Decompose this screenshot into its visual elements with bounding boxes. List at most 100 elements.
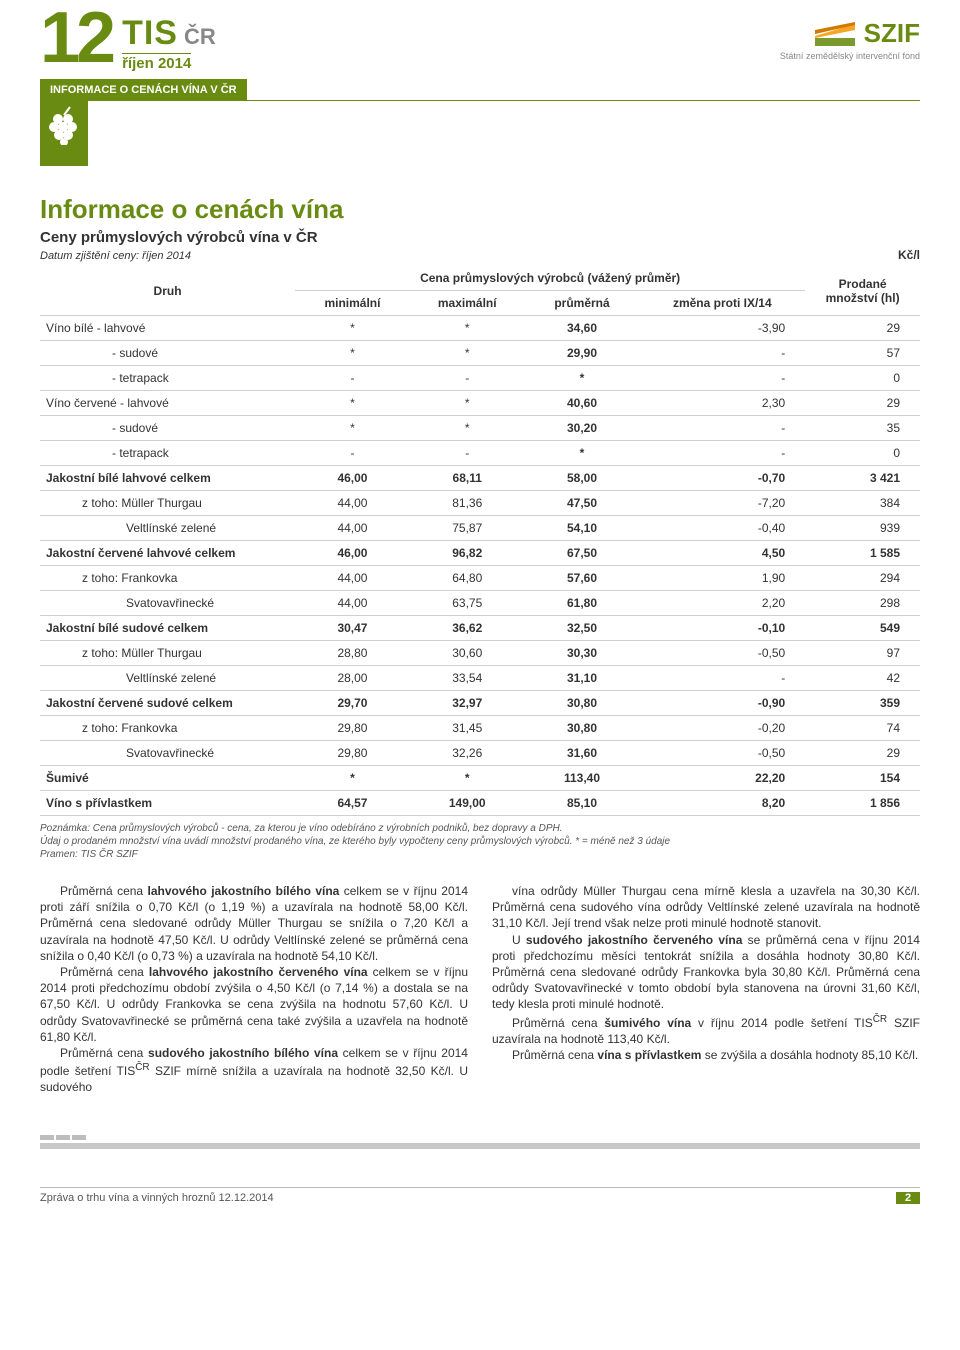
row-label: - tetrapack [40, 366, 295, 391]
cell: 28,00 [295, 666, 410, 691]
table-row: - sudové**29,90-57 [40, 341, 920, 366]
cell: -0,50 [639, 741, 805, 766]
footer-ticks [40, 1135, 920, 1140]
cell: 298 [805, 591, 920, 616]
footnote-line: Poznámka: Cena průmyslových výrobců - ce… [40, 822, 920, 835]
column-right: vína odrůdy Müller Thurgau cena mírně kl… [492, 883, 920, 1095]
table-row: Jakostní červené sudové celkem29,7032,97… [40, 691, 920, 716]
cell: - [639, 366, 805, 391]
cell: 32,26 [410, 741, 525, 766]
cell: 2,30 [639, 391, 805, 416]
cell: -0,20 [639, 716, 805, 741]
cell: 154 [805, 766, 920, 791]
cell: - [410, 441, 525, 466]
section-bar: INFORMACE O CENÁCH VÍNA V ČR [40, 79, 920, 101]
th-change: změna proti IX/14 [639, 291, 805, 316]
paragraph: Průměrná cena sudového jakostního bílého… [40, 1045, 468, 1096]
cell: 149,00 [410, 791, 525, 816]
cell: 46,00 [295, 541, 410, 566]
cell: 58,00 [525, 466, 640, 491]
cell: * [410, 341, 525, 366]
cell: 75,87 [410, 516, 525, 541]
cell: - [639, 341, 805, 366]
cell: 30,60 [410, 641, 525, 666]
cell: 30,47 [295, 616, 410, 641]
cell: 64,80 [410, 566, 525, 591]
paragraph: Průměrná cena šumivého vína v říjnu 2014… [492, 1013, 920, 1047]
cell: 32,50 [525, 616, 640, 641]
cell: 97 [805, 641, 920, 666]
cell: - [295, 366, 410, 391]
cell: 57 [805, 341, 920, 366]
column-left: Průměrná cena lahvového jakostního bíléh… [40, 883, 468, 1095]
table-row: Svatovavřinecké29,8032,2631,60-0,5029 [40, 741, 920, 766]
row-label: Svatovavřinecké [40, 591, 295, 616]
szif-logo-icon [815, 22, 855, 46]
cell: -7,20 [639, 491, 805, 516]
footnote-line: Údaj o prodaném množství vína uvádí množ… [40, 835, 920, 848]
th-avg: průměrná [525, 291, 640, 316]
cell: 33,54 [410, 666, 525, 691]
row-label: Jakostní červené sudové celkem [40, 691, 295, 716]
table-row: Víno s přívlastkem64,57149,0085,108,201 … [40, 791, 920, 816]
section-tab: INFORMACE O CENÁCH VÍNA V ČR [40, 79, 247, 101]
cell: 74 [805, 716, 920, 741]
row-label: - tetrapack [40, 441, 295, 466]
table-footnote: Poznámka: Cena průmyslových výrobců - ce… [40, 822, 920, 861]
cell: * [525, 366, 640, 391]
cell: 30,30 [525, 641, 640, 666]
body-columns: Průměrná cena lahvového jakostního bíléh… [40, 883, 920, 1095]
table-row: Víno bílé - lahvové**34,60-3,9029 [40, 316, 920, 341]
th-qty: Prodané množství (hl) [805, 266, 920, 316]
meta-row: Datum zjištění ceny: říjen 2014 Kč/l [40, 248, 920, 262]
cell: 29,70 [295, 691, 410, 716]
szif-subtitle: Státní zemědělský intervenční fond [780, 51, 920, 61]
cell: 28,80 [295, 641, 410, 666]
cell: 64,57 [295, 791, 410, 816]
cell: 57,60 [525, 566, 640, 591]
row-label: Jakostní bílé sudové celkem [40, 616, 295, 641]
cell: 54,10 [525, 516, 640, 541]
row-label: z toho: Müller Thurgau [40, 641, 295, 666]
cell: 22,20 [639, 766, 805, 791]
cell: 96,82 [410, 541, 525, 566]
footnote-line: Pramen: TIS ČR SZIF [40, 848, 920, 861]
row-label: z toho: Frankovka [40, 566, 295, 591]
row-label: z toho: Frankovka [40, 716, 295, 741]
cell: * [410, 766, 525, 791]
footer-text: Zpráva o trhu vína a vinných hroznů 12.1… [40, 1192, 274, 1204]
table-row: z toho: Frankovka44,0064,8057,601,90294 [40, 566, 920, 591]
table-row: Jakostní bílé sudové celkem30,4736,6232,… [40, 616, 920, 641]
cell: - [410, 366, 525, 391]
cell: 67,50 [525, 541, 640, 566]
cell: -3,90 [639, 316, 805, 341]
cell: 68,11 [410, 466, 525, 491]
table-body: Víno bílé - lahvové**34,60-3,9029- sudov… [40, 316, 920, 816]
cell: 81,36 [410, 491, 525, 516]
cell: 939 [805, 516, 920, 541]
cell: 46,00 [295, 466, 410, 491]
cell: 8,20 [639, 791, 805, 816]
cell: * [295, 316, 410, 341]
row-label: Veltlínské zelené [40, 666, 295, 691]
cell: * [410, 416, 525, 441]
brand-block: TIS ČR říjen 2014 [122, 14, 216, 73]
cell: 359 [805, 691, 920, 716]
row-label: Šumivé [40, 766, 295, 791]
cell: 61,80 [525, 591, 640, 616]
footer: Zpráva o trhu vína a vinných hroznů 12.1… [40, 1187, 920, 1204]
cell: 35 [805, 416, 920, 441]
cell: - [639, 416, 805, 441]
cell: 1 856 [805, 791, 920, 816]
row-label: - sudové [40, 341, 295, 366]
table-row: z toho: Müller Thurgau28,8030,6030,30-0,… [40, 641, 920, 666]
row-label: Jakostní bílé lahvové celkem [40, 466, 295, 491]
table-row: Víno červené - lahvové**40,602,3029 [40, 391, 920, 416]
cell: * [410, 391, 525, 416]
cell: 44,00 [295, 491, 410, 516]
th-min: minimální [295, 291, 410, 316]
row-label: Jakostní červené lahvové celkem [40, 541, 295, 566]
cell: 29 [805, 741, 920, 766]
paragraph: Průměrná cena vína s přívlastkem se zvýš… [492, 1047, 920, 1063]
header-left: 12 TIS ČR říjen 2014 [40, 8, 216, 73]
